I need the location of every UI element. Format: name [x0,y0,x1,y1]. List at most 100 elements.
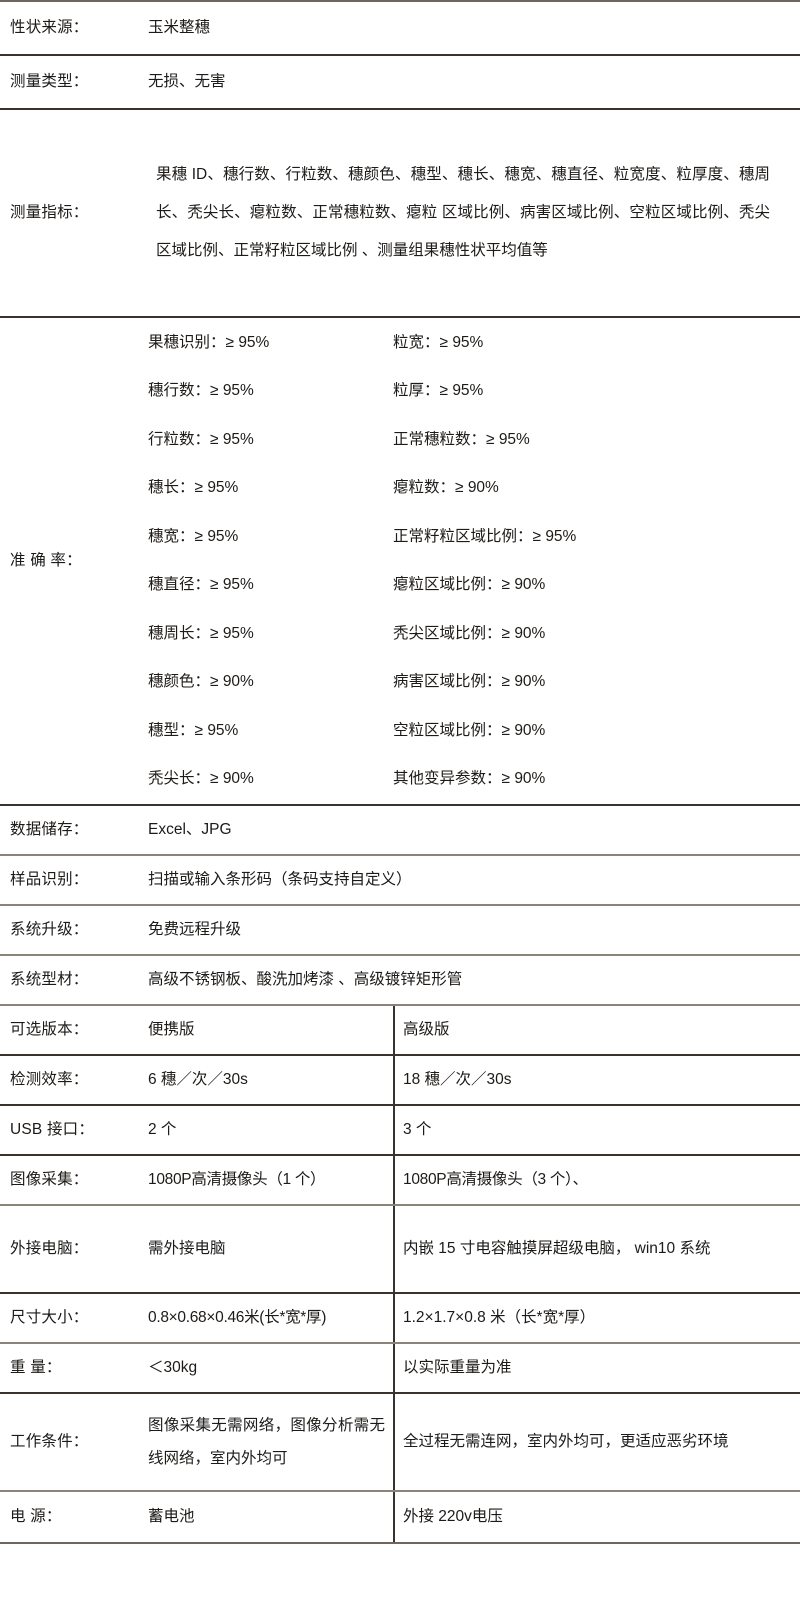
accuracy-item: 穗长：≥ 95% [148,479,239,496]
row-label: 可选版本： [10,1021,89,1039]
spec-sheet: 性状来源： 玉米整穗 测量类型： 无损、无害 测量指标： 果穗 ID、穗行数、行… [0,0,800,1544]
row-label: 重 量： [10,1359,62,1377]
table-row-data-storage: 数据储存： Excel、JPG [0,806,800,856]
row-value-area: 1080P高清摄像头（1 个） 1080P高清摄像头（3 个）、 [140,1156,800,1204]
accuracy-item: 秃尖区域比例：≥ 90% [393,624,546,642]
row-value-area: 扫描或输入条形码（条码支持自定义） [140,856,800,904]
measure-index-text: 果穗 ID、穗行数、行粒数、穗颜色、穗型、穗长、穗宽、穗直径、粒宽度、粒厚度、穗… [156,166,770,259]
row-value-advanced: 1080P高清摄像头（3 个）、 [403,1171,588,1189]
accuracy-item: 秃尖长：≥ 90% [148,770,254,787]
row-value: Excel、JPG [148,821,232,839]
accuracy-item: 粒宽：≥ 95% [393,333,484,351]
table-row-measure-index: 测量指标： 果穗 ID、穗行数、行粒数、穗颜色、穗型、穗长、穗宽、穗直径、粒宽度… [0,110,800,318]
row-value-portable: 1080P高清摄像头（1 个） [140,1156,395,1204]
row-value-area: 需外接电脑 内嵌 15 寸电容触摸屏超级电脑， win10 系统 [140,1206,800,1292]
accuracy-item: 瘪粒区域比例：≥ 90% [393,576,546,593]
row-value: 高级不锈钢板、酸洗加烤漆 、高级镀锌矩形管 [148,971,463,989]
accuracy-item: 空粒区域比例：≥ 90% [393,721,546,739]
row-value-advanced: 外接 220v电压 [403,1508,503,1526]
row-value-area: 图像采集无需网络，图像分析需无线网络，室内外均可 全过程无需连网，室内外均可，更… [140,1394,800,1490]
accuracy-grid: 果穗识别：≥ 95% 粒宽：≥ 95% 穗行数：≥ 95% 粒厚：≥ 95% 行… [140,318,800,804]
table-row-power: 电 源： 蓄电池 外接 220v电压 [0,1492,800,1542]
row-value-portable: 0.8×0.68×0.46米(长*宽*厚) [140,1294,395,1342]
row-label: 外接电脑： [10,1240,89,1258]
row-value-area: 高级不锈钢板、酸洗加烤漆 、高级镀锌矩形管 [140,956,800,1004]
row-value-area: Excel、JPG [140,806,800,854]
row-value-advanced: 3 个 [403,1121,432,1139]
table-row-dimensions: 尺寸大小： 0.8×0.68×0.46米(长*宽*厚) 1.2×1.7×0.8 … [0,1294,800,1344]
table-row-usb: USB 接口： 2 个 3 个 [0,1106,800,1156]
row-value-area: 蓄电池 外接 220v电压 [140,1492,800,1542]
accuracy-item: 粒厚：≥ 95% [393,382,484,399]
table-row-measure-type: 测量类型： 无损、无害 [0,56,800,110]
row-label: 尺寸大小： [10,1309,89,1327]
row-label: 系统型材： [10,971,89,989]
row-value-area: 2 个 3 个 [140,1106,800,1154]
row-label: 样品识别： [10,871,89,889]
accuracy-item: 果穗识别：≥ 95% [148,333,270,351]
accuracy-item: 正常籽粒区域比例：≥ 95% [393,527,577,545]
row-value-portable: 蓄电池 [140,1492,395,1542]
row-value-advanced: 以实际重量为准 [403,1359,512,1377]
row-value-portable: 2 个 [140,1106,395,1154]
row-value-portable: 便携版 [140,1006,395,1054]
row-value-advanced: 18 穗／次／30s [403,1071,512,1089]
row-label: 图像采集： [10,1171,89,1189]
row-label: 数据储存： [10,821,89,839]
row-value-wrapper: 果穗 ID、穗行数、行粒数、穗颜色、穗型、穗长、穗宽、穗直径、粒宽度、粒厚度、穗… [140,110,800,316]
accuracy-item: 穗颜色：≥ 90% [148,673,254,690]
row-label: 电 源： [10,1508,62,1526]
accuracy-item: 穗型：≥ 95% [148,721,239,739]
row-value-portable: 图像采集无需网络，图像分析需无线网络，室内外均可 [140,1394,395,1490]
table-row-version: 可选版本： 便携版 高级版 [0,1006,800,1056]
table-row-efficiency: 检测效率： 6 穗／次／30s 18 穗／次／30s [0,1056,800,1106]
row-value-advanced: 1.2×1.7×0.8 米（长*宽*厚） [403,1309,596,1327]
table-row-work-condition: 工作条件： 图像采集无需网络，图像分析需无线网络，室内外均可 全过程无需连网，室… [0,1394,800,1492]
row-label: 准 确 率： [10,552,82,570]
accuracy-item: 其他变异参数：≥ 90% [393,770,546,787]
row-value: 无损、无害 [148,73,226,91]
row-value-area: 玉米整穗 [140,2,800,54]
accuracy-item: 穗行数：≥ 95% [148,382,254,399]
table-row-system-material: 系统型材： 高级不锈钢板、酸洗加烤漆 、高级镀锌矩形管 [0,956,800,1006]
table-row-trait-source: 性状来源： 玉米整穗 [0,2,800,56]
external-pc-advanced-text: 内嵌 15 寸电容触摸屏超级电脑， win10 系统 [403,1240,711,1258]
row-value-portable: 6 穗／次／30s [140,1056,395,1104]
accuracy-item: 瘪粒数：≥ 90% [393,479,499,496]
row-value: 扫描或输入条形码（条码支持自定义） [148,871,412,889]
accuracy-item: 穗直径：≥ 95% [148,576,254,593]
table-row-external-pc: 外接电脑： 需外接电脑 内嵌 15 寸电容触摸屏超级电脑， win10 系统 [0,1206,800,1294]
row-value-area: 6 穗／次／30s 18 穗／次／30s [140,1056,800,1104]
accuracy-item: 行粒数：≥ 95% [148,430,254,448]
row-value-area: ＜30kg 以实际重量为准 [140,1344,800,1392]
row-label: USB 接口： [10,1121,95,1139]
row-value-advanced: 高级版 [403,1021,450,1039]
table-row-system-upgrade: 系统升级： 免费远程升级 [0,906,800,956]
row-value: 玉米整穗 [148,19,211,37]
row-label: 测量指标： [10,204,89,222]
row-value-advanced: 全过程无需连网，室内外均可，更适应恶劣环境 [395,1394,800,1490]
work-condition-advanced-text: 全过程无需连网，室内外均可，更适应恶劣环境 [403,1433,729,1451]
work-condition-portable-text: 图像采集无需网络，图像分析需无线网络，室内外均可 [148,1416,385,1467]
accuracy-item: 穗宽：≥ 95% [148,527,239,545]
row-label: 测量类型： [10,73,89,91]
row-value-area: 免费远程升级 [140,906,800,954]
table-row-accuracy: 准 确 率： 果穗识别：≥ 95% 粒宽：≥ 95% 穗行数：≥ 95% 粒厚：… [0,318,800,806]
accuracy-item: 病害区域比例：≥ 90% [393,673,546,690]
row-label: 系统升级： [10,921,89,939]
table-row-sample-id: 样品识别： 扫描或输入条形码（条码支持自定义） [0,856,800,906]
row-value-area: 0.8×0.68×0.46米(长*宽*厚) 1.2×1.7×0.8 米（长*宽*… [140,1294,800,1342]
accuracy-item: 穗周长：≥ 95% [148,624,254,642]
row-value-advanced: 内嵌 15 寸电容触摸屏超级电脑， win10 系统 [395,1206,800,1292]
row-value-area: 便携版 高级版 [140,1006,800,1054]
row-value: 免费远程升级 [148,921,242,939]
row-value-portable: 需外接电脑 [140,1206,395,1292]
external-pc-portable-text: 需外接电脑 [148,1240,226,1258]
row-value-area: 无损、无害 [140,56,800,108]
table-row-image-capture: 图像采集： 1080P高清摄像头（1 个） 1080P高清摄像头（3 个）、 [0,1156,800,1206]
table-row-weight: 重 量： ＜30kg 以实际重量为准 [0,1344,800,1394]
accuracy-item: 正常穗粒数：≥ 95% [393,430,530,448]
row-value-area: 果穗 ID、穗行数、行粒数、穗颜色、穗型、穗长、穗宽、穗直径、粒宽度、粒厚度、穗… [140,110,800,316]
row-label: 性状来源： [10,19,89,37]
row-label: 检测效率： [10,1071,89,1089]
